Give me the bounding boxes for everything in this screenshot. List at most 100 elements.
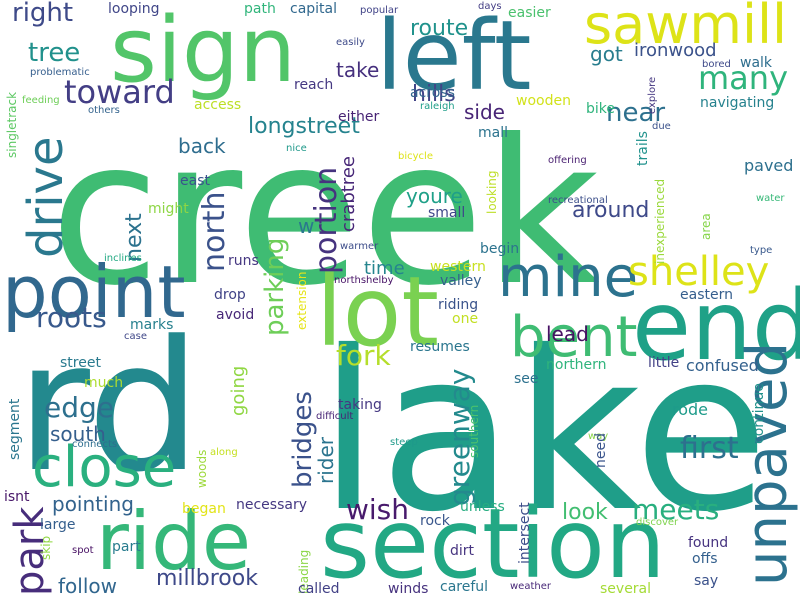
word: hills [412,82,456,107]
word: inexperienced [653,178,667,264]
word: southern [467,404,481,458]
word: difficult [316,411,354,422]
word: due [652,121,671,132]
word: several [600,581,652,597]
word: drop [214,287,246,303]
word: lake [318,304,769,560]
word: youre [406,184,463,208]
word: got [590,42,623,66]
word: rock [420,513,450,529]
word: large [40,517,76,533]
word: careful [440,579,489,595]
word: need [593,433,609,468]
word: weather [510,581,551,592]
word: bent [510,305,638,370]
word: unless [460,499,505,515]
word: begin [480,241,520,257]
word: avoid [216,307,255,323]
word: sign [110,0,297,103]
word: easier [508,5,551,21]
word: close [32,435,177,500]
word: navigating [700,95,775,111]
word: back [178,134,226,158]
word: bridges [288,391,318,488]
word: area [699,213,713,240]
word: raleigh [420,101,455,112]
word: easily [336,37,365,48]
word: access [194,97,242,113]
word: discover [636,517,679,528]
word: small [428,205,466,221]
word: fork [336,339,391,372]
word: resumes [410,339,470,355]
word: section [320,488,666,600]
word: pointing [52,492,134,516]
word: looping [108,1,160,17]
word: days [478,1,502,12]
word: one [452,311,479,327]
word: recreational [548,195,608,206]
word: riding [438,297,479,313]
word: see [514,371,539,387]
word: case [124,331,147,342]
word: tree [28,38,81,68]
word: longstreet [248,114,360,139]
word: nice [286,143,307,154]
word: millbrook [156,566,258,591]
word: connects [72,439,118,450]
word: follow [58,574,117,598]
word: continue [751,383,767,444]
word: left [376,0,532,112]
word: woods [195,449,209,488]
word: part [112,539,141,555]
word: found [688,535,729,551]
word: looking [485,170,499,214]
word: going [228,365,249,416]
word: runs [228,253,259,269]
word: began [182,501,226,517]
word: way [588,431,609,442]
word: bicycle [398,151,433,162]
word: spot [72,545,94,556]
word: extension [295,271,309,331]
word: take [336,58,380,82]
word: ironwood [634,40,717,61]
word: first [680,431,739,466]
word: taking [338,397,382,413]
word: wish [346,493,410,526]
word: type [750,245,773,256]
word: skip [39,535,53,560]
word: side [464,100,505,124]
word: might [148,201,189,217]
word: necessary [236,497,308,513]
word: near [606,98,666,128]
word: drive [18,136,74,258]
word: marks [130,317,174,333]
word: mine [498,245,639,310]
word: mall [478,125,508,141]
word: across [410,85,455,101]
word: wooden [516,93,571,109]
word: inclines [104,253,142,264]
word: many [698,59,788,97]
word: sawmill [584,0,788,56]
word: western [430,259,486,275]
word: explore [647,76,658,114]
word: winds [388,581,429,597]
word: right [12,0,74,28]
word: around [572,198,650,223]
word: either [338,109,380,125]
word: trails [635,131,651,166]
word: parking [260,237,290,336]
word: little [648,355,680,371]
word: rider [314,436,338,484]
word: say [694,573,719,589]
word: eastern [680,287,733,303]
word: called [298,581,340,597]
word: route [410,16,469,41]
word: northshelby [334,275,394,286]
word: shelley [628,249,770,295]
word: feeding [22,95,60,106]
word: others [88,105,120,116]
